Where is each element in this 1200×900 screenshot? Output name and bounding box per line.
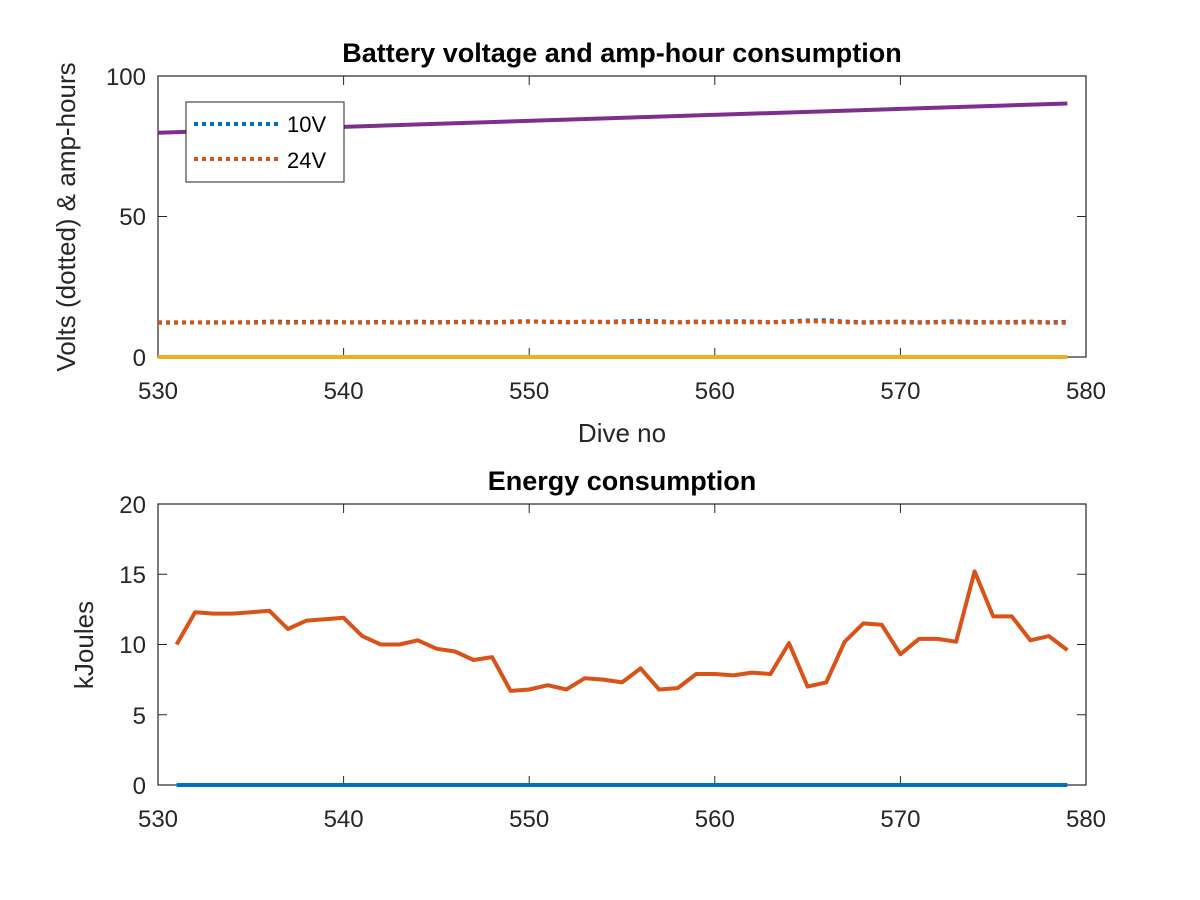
plot-battery-ytick-0: 0 xyxy=(133,345,146,372)
plot-energy-xtick-560: 560 xyxy=(695,806,735,833)
plot-energy-xtick-530: 530 xyxy=(138,806,178,833)
plot-battery-ytick-100: 100 xyxy=(106,64,146,91)
plot-energy-ytick-15: 15 xyxy=(119,562,146,589)
plot-battery-xtick-560: 560 xyxy=(695,378,735,405)
plot-battery-ylabel: Volts (dotted) & amp-hours xyxy=(51,62,81,371)
plot-energy-ytick-0: 0 xyxy=(133,773,146,800)
plot-energy-ytick-20: 20 xyxy=(119,492,146,519)
plot-battery-xlabel: Dive no xyxy=(578,418,666,448)
plot-battery-xtick-550: 550 xyxy=(509,378,549,405)
plot-energy-xtick-550: 550 xyxy=(509,806,549,833)
plot-battery-xtick-530: 530 xyxy=(138,378,178,405)
plot-battery-xtick-570: 570 xyxy=(880,378,920,405)
plot-energy-series xyxy=(174,569,1069,787)
plot-energy-xtick-540: 540 xyxy=(324,806,364,833)
plot-energy-line-series-1 xyxy=(174,569,1069,693)
legend-box xyxy=(185,101,345,183)
legend-label-10v: 10V xyxy=(287,112,326,137)
plot-battery-title: Battery voltage and amp-hour consumption xyxy=(342,38,902,68)
plot-battery-legend: 10V 24V xyxy=(185,101,345,183)
plot-battery-xtick-580: 580 xyxy=(1066,378,1106,405)
plot-energy-ytick-5: 5 xyxy=(133,703,146,730)
plot-energy-ylabel: kJoules xyxy=(69,601,99,689)
plot-energy-ytick-10: 10 xyxy=(119,632,146,659)
plot-battery-ytick-50: 50 xyxy=(119,204,146,231)
plot-energy-tick-marks xyxy=(157,503,1087,786)
plot-battery: Battery voltage and amp-hour consumption… xyxy=(51,38,1106,448)
plot-energy-axes-box xyxy=(157,503,1087,786)
plot-energy-xtick-580: 580 xyxy=(1066,806,1106,833)
plot-energy-xtick-570: 570 xyxy=(880,806,920,833)
legend-label-24v: 24V xyxy=(287,148,326,173)
plot-energy: Energy consumption 0 5 10 15 20 530 540 … xyxy=(69,466,1106,833)
plot-battery-xtick-540: 540 xyxy=(324,378,364,405)
plot-energy-title: Energy consumption xyxy=(488,466,757,496)
